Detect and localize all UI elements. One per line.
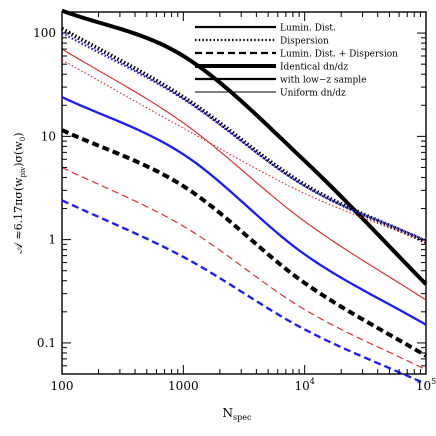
series-layer xyxy=(61,8,428,386)
legend-label-5: Uniform dn/dz xyxy=(280,89,346,99)
plot-frame xyxy=(61,11,427,375)
legend-label-0: Lumin. Dist. xyxy=(280,24,336,34)
series-line-blue-dashed-5 xyxy=(61,199,427,386)
axis-labels: Nspec 𝒜 ≈6.17πσ(wpiv)σ(w0) xyxy=(12,132,252,422)
x-tick-label: 104 xyxy=(294,377,314,393)
tick-layer: 100 1000 104 105 0.1 1 10 100 xyxy=(33,12,436,393)
x-tick-label: 1000 xyxy=(168,379,199,393)
y-tick-label: 100 xyxy=(33,26,56,40)
legend: Lumin. Dist. Dispersion Lumin. Dist. + Dis… xyxy=(195,24,398,99)
series-line-blue-solid-3 xyxy=(61,96,427,326)
x-tick-label: 105 xyxy=(416,377,436,393)
series-line-black-solid-0 xyxy=(61,8,428,286)
series-line-red-solid-6 xyxy=(61,48,427,301)
y-tick-label: 0.1 xyxy=(37,336,56,350)
y-tick-label: 1 xyxy=(48,233,56,247)
series-line-red-dashed-8 xyxy=(61,166,427,371)
series-line-black-dashed-2 xyxy=(61,128,428,358)
legend-label-3: Identical dn/dz xyxy=(280,63,348,73)
series-line-black-dotted-1 xyxy=(61,27,427,244)
y-axis-label: 𝒜 ≈6.17πσ(wpiv)σ(w0) xyxy=(12,132,27,253)
legend-label-4: with low−z sample xyxy=(280,76,366,86)
legend-label-1: Dispersion xyxy=(280,37,329,47)
x-axis-label: Nspec xyxy=(223,406,252,422)
legend-label-2: Lumin. Dist. + Dispersion xyxy=(280,50,398,60)
x-tick-label: 100 xyxy=(51,379,74,393)
y-tick-label: 10 xyxy=(41,129,56,143)
